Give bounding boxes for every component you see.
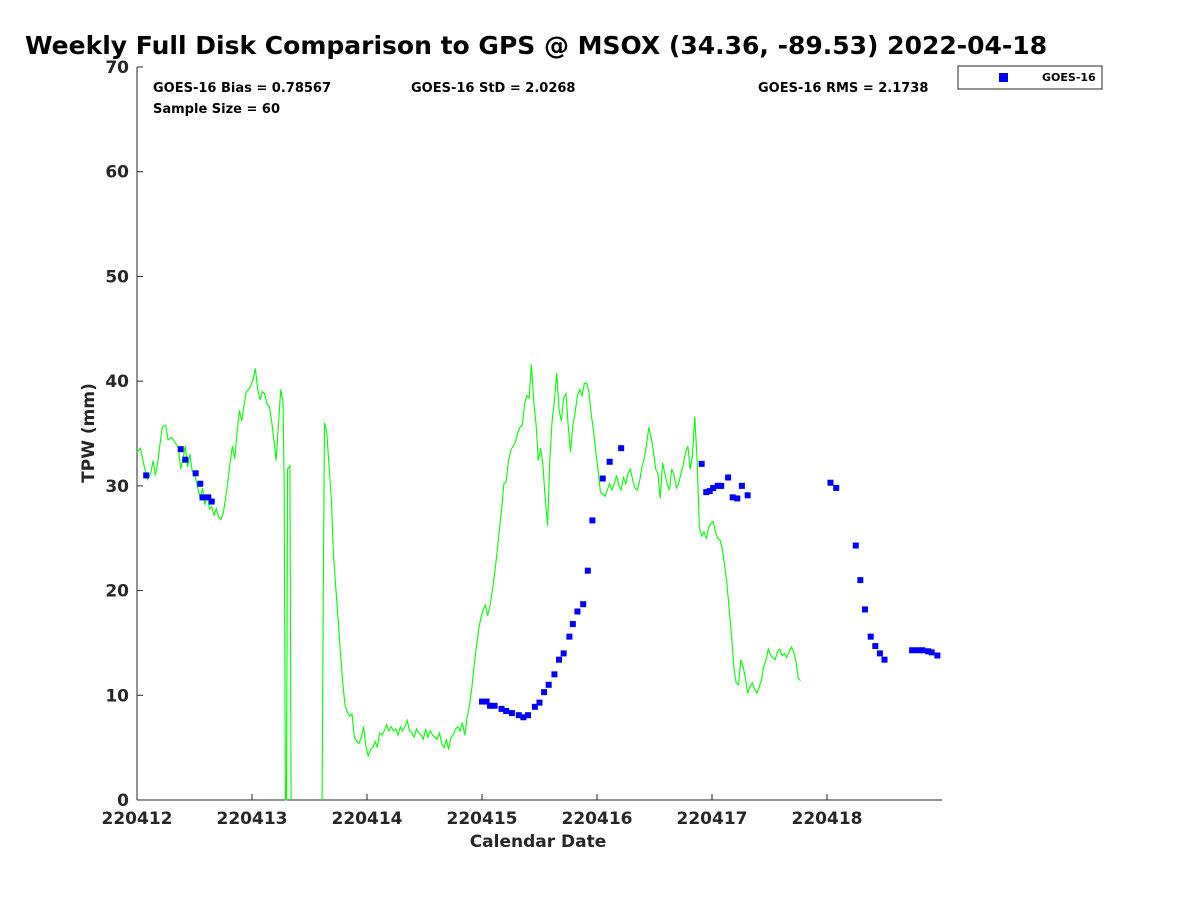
x-tick-label: 220415 (447, 809, 518, 829)
goes16-point (508, 710, 515, 717)
goes16-point (710, 484, 717, 491)
goes16-point (531, 703, 538, 710)
goes16-point (192, 470, 199, 477)
goes16-point (925, 648, 932, 655)
legend-marker-goes16 (999, 73, 1008, 82)
goes16-point (525, 712, 531, 719)
goes16-point (714, 482, 721, 489)
goes16-point (872, 643, 879, 650)
goes16-point (852, 542, 859, 549)
plot-area: 0 10 20 30 40 50 60 70 220412 220413 220414 220415… (102, 58, 942, 829)
stat-bias: GOES-16 Bias = 0.78567 (153, 81, 331, 96)
goes16-point (569, 621, 576, 628)
y-axis-label: TPW (mm) (79, 383, 99, 483)
goes16-point (566, 633, 573, 640)
goes16-point (197, 480, 204, 487)
goes16-point (928, 649, 935, 656)
y-tick-label: 0 (117, 791, 129, 811)
goes16-point (867, 633, 874, 640)
goes16-point (718, 482, 725, 489)
goes16-point (919, 647, 926, 654)
y-tick-label: 10 (105, 686, 129, 706)
goes16-point (208, 498, 215, 505)
goes16-point (606, 458, 613, 465)
goes16-point (589, 517, 596, 524)
y-tick-label: 40 (105, 372, 129, 392)
goes16-point (536, 699, 543, 706)
y-tick-label: 70 (105, 58, 129, 78)
goes16-point (177, 446, 184, 453)
stat-std: GOES-16 StD = 2.0268 (411, 81, 575, 96)
legend-label-goes16: GOES-16 (1042, 71, 1096, 84)
gps-line-series (136, 364, 801, 801)
goes16-point (574, 608, 581, 615)
goes16-point (833, 484, 840, 491)
goes16-point (881, 656, 888, 663)
goes16-point (725, 474, 732, 481)
goes16-point (487, 702, 494, 709)
x-axis-ticks: 220412 220413 220414 220415 220416 220417 2204… (102, 794, 863, 829)
goes16-point (827, 479, 834, 486)
goes16-point (734, 495, 741, 502)
gps-line-segment (321, 364, 801, 801)
y-axis-ticks: 0 10 20 30 40 50 60 70 (105, 58, 143, 811)
gps-line-segment (136, 368, 292, 801)
stat-rms: GOES-16 RMS = 2.1738 (758, 81, 928, 96)
y-tick-label: 50 (105, 267, 129, 287)
goes16-point (205, 494, 212, 501)
goes16-point (618, 445, 625, 452)
chart-title: Weekly Full Disk Comparison to GPS @ MSO… (25, 31, 1047, 60)
goes16-point (483, 698, 490, 705)
goes16-point (182, 456, 189, 463)
goes16-point (556, 656, 563, 663)
x-tick-label: 220417 (677, 809, 748, 829)
goes16-point (861, 606, 868, 613)
x-axis-label: Calendar Date (470, 832, 607, 852)
goes16-point (934, 652, 941, 659)
goes16-point (498, 705, 505, 712)
x-tick-label: 220418 (792, 809, 863, 829)
goes16-point (580, 601, 587, 608)
y-tick-label: 30 (105, 477, 129, 497)
legend-box (957, 65, 1103, 90)
goes16-point (703, 489, 710, 496)
y-tick-label: 60 (105, 163, 129, 183)
goes16-point (706, 488, 713, 495)
goes16-point (914, 647, 921, 654)
goes16-point (551, 671, 558, 678)
goes16-point (738, 482, 745, 489)
goes16-point (876, 650, 883, 657)
goes16-point (520, 714, 527, 721)
y-tick-label: 20 (105, 582, 129, 602)
goes16-point (479, 698, 485, 705)
goes16-point (584, 567, 591, 574)
x-tick-label: 220414 (332, 809, 403, 829)
goes16-point (744, 492, 751, 499)
goes16-point (199, 494, 206, 501)
legend: GOES-16 (957, 65, 1103, 90)
goes16-point (491, 702, 498, 709)
goes16-point (599, 475, 606, 482)
goes16-point (698, 460, 705, 467)
x-tick-label: 220412 (102, 809, 173, 829)
goes16-point (143, 472, 150, 479)
goes16-point (909, 647, 916, 654)
goes16-point (515, 712, 522, 719)
stat-sample-size: Sample Size = 60 (153, 102, 280, 117)
goes16-point (560, 650, 567, 657)
x-tick-label: 220413 (217, 809, 288, 829)
goes16-point (857, 577, 864, 584)
goes16-point (545, 681, 552, 688)
x-tick-label: 220416 (562, 809, 633, 829)
goes16-point (729, 494, 736, 501)
goes16-marker-series (143, 445, 941, 721)
goes16-point (541, 689, 548, 696)
goes16-point (503, 707, 510, 714)
